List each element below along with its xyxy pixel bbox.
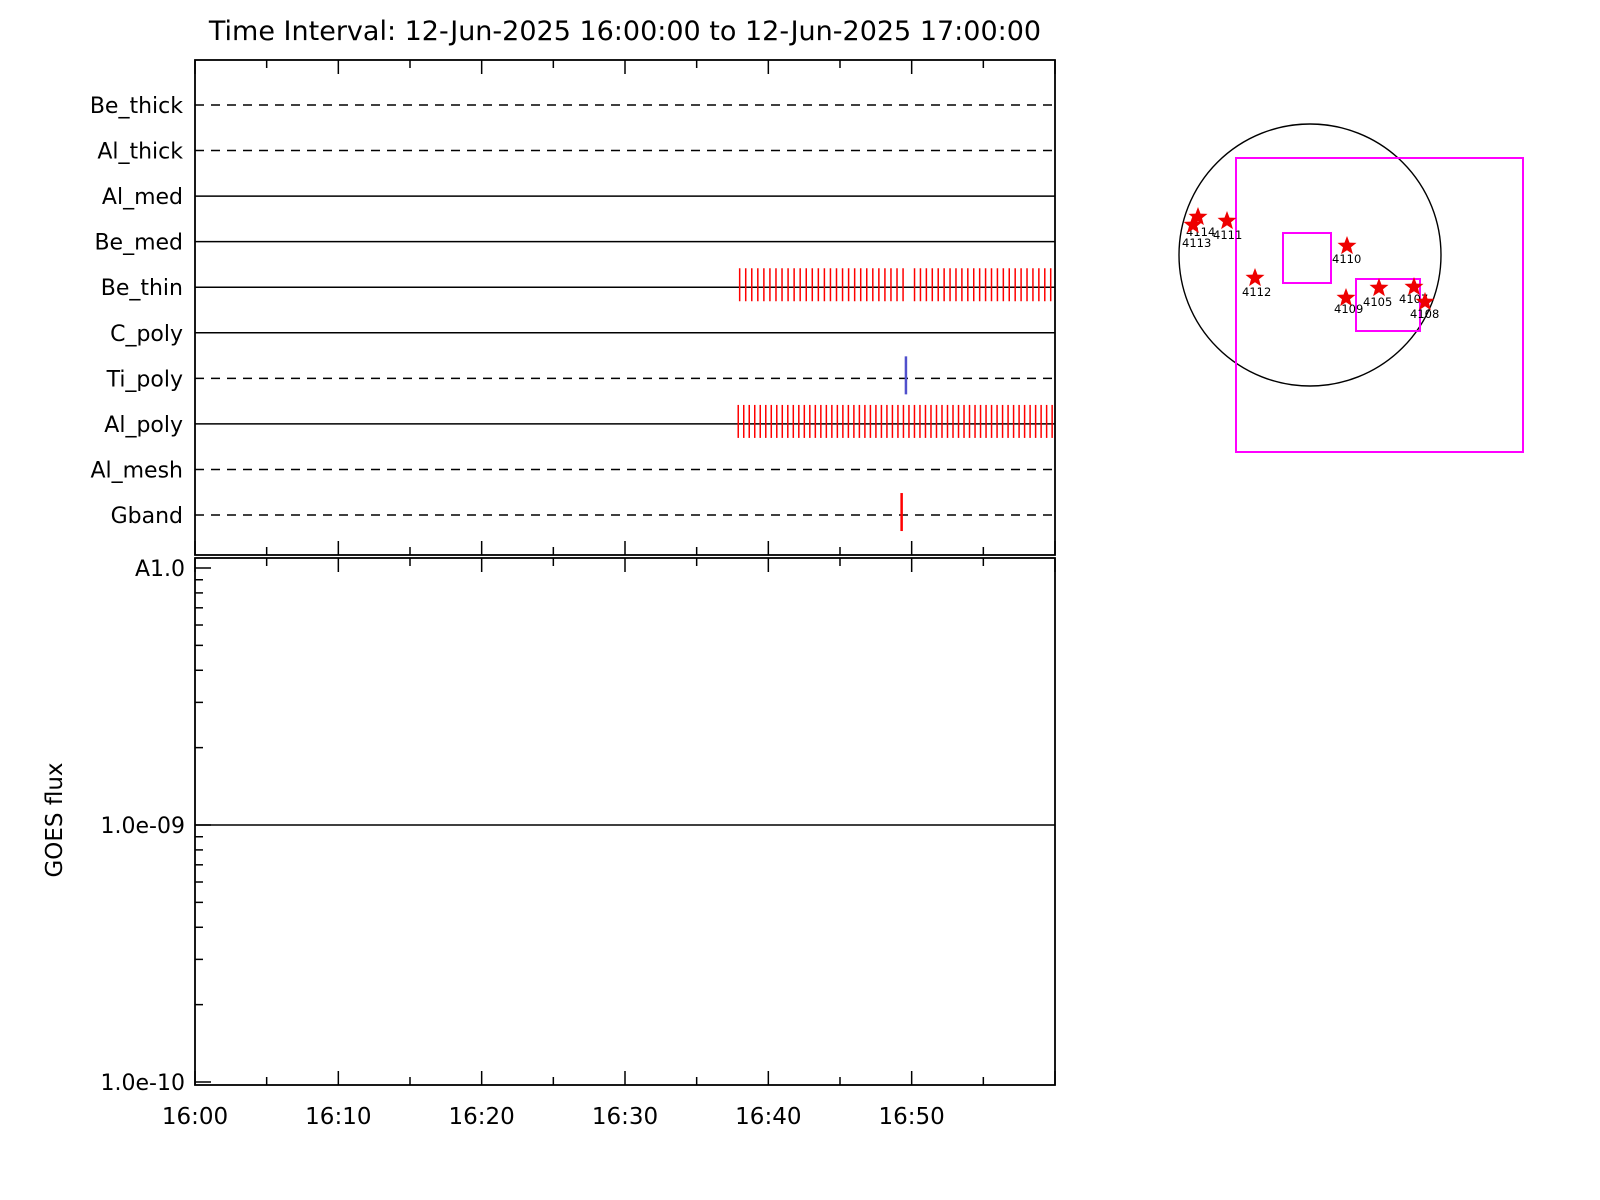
- fov-box: [1235, 157, 1524, 453]
- active-region-star: [1337, 236, 1357, 255]
- active-region-star: [1404, 277, 1424, 296]
- time-axis-label: 16:20: [449, 1104, 515, 1130]
- active-region-star: [1415, 292, 1435, 311]
- active-region-star: [1336, 288, 1356, 307]
- filter-row-label: Be_thin: [101, 276, 183, 301]
- active-region-label: 4109: [1334, 302, 1363, 316]
- time-axis-label: 16:40: [735, 1104, 801, 1130]
- active-region-star: [1245, 268, 1265, 287]
- active-region-star: [1369, 278, 1389, 297]
- active-region-star: [1188, 207, 1208, 226]
- active-region-label: 4113: [1182, 236, 1211, 250]
- active-region-label: 4112: [1242, 285, 1271, 299]
- goes-frame: [194, 557, 1056, 1086]
- filter-row-label: Al_poly: [104, 413, 183, 438]
- filter-row-label: Gband: [111, 504, 183, 529]
- goes-ytick-label: A1.0: [135, 557, 185, 582]
- filter-row-label: C_poly: [110, 322, 183, 347]
- filter-timeline-panel: Be_thick Al_thick Al_med Be_med Be_thin C_pol…: [90, 59, 1056, 556]
- filter-row-label: Be_thick: [90, 94, 183, 119]
- active-region-label: 4105: [1363, 295, 1392, 309]
- plot-title: Time Interval: 12-Jun-2025 16:00:00 to 1…: [208, 16, 1042, 47]
- goes-axis-title: GOES flux: [42, 762, 68, 877]
- filter-row-label: Be_med: [94, 231, 183, 256]
- active-region-label: 4111: [1213, 228, 1242, 242]
- active-region-star: [1217, 211, 1237, 230]
- goes-flux-panel: A1.0 1.0e-09 1.0e-10 16:00 16:10 16:20 16:30 16…: [42, 557, 1056, 1130]
- filter-row-label: Al_med: [102, 185, 183, 210]
- fov-box: [1355, 278, 1421, 332]
- time-axis-label: 16:30: [592, 1104, 658, 1130]
- time-axis-label: 16:50: [879, 1104, 945, 1130]
- time-axis-label: 16:00: [162, 1104, 228, 1130]
- fov-box: [1282, 232, 1332, 284]
- active-region-star: [1183, 215, 1203, 234]
- filter-row-label: Al_mesh: [90, 458, 183, 483]
- time-axis-label: 16:10: [305, 1104, 371, 1130]
- active-region-label: 4110: [1332, 252, 1361, 266]
- goes-ytick-label: 1.0e-10: [101, 1071, 185, 1096]
- filter-row-label: Al_thick: [97, 140, 183, 165]
- solar-disk-limb: [1178, 123, 1442, 387]
- goes-ytick-label: 1.0e-09: [101, 814, 185, 839]
- active-region-label: 4108: [1410, 307, 1439, 321]
- timeline-frame: [194, 59, 1056, 556]
- filter-row-label: Ti_poly: [106, 367, 183, 392]
